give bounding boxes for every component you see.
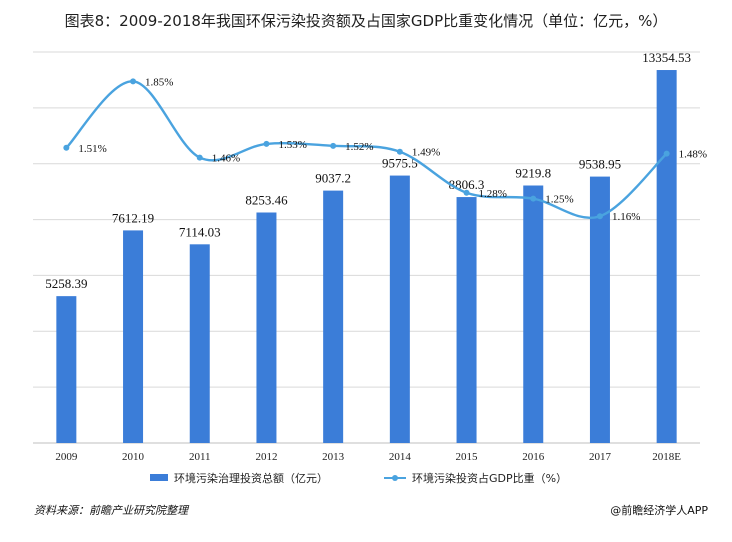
x-tick-2015: 2015	[456, 451, 479, 463]
line-label-2014: 1.49%	[412, 147, 440, 159]
legend: 环境污染治理投资总额（亿元） 环境污染投资占GDP比重（%）	[150, 471, 567, 485]
line-point-2011	[196, 154, 203, 161]
bar-label-2016: 9219.8	[515, 166, 551, 181]
x-tick-2011: 2011	[189, 451, 211, 463]
line-point-2015	[463, 189, 470, 196]
bar-2016	[523, 185, 544, 443]
bar-2015	[456, 197, 477, 443]
x-tick-2012: 2012	[255, 451, 277, 463]
bar-label-2014: 9575.5	[382, 156, 418, 171]
legend-bar-swatch	[150, 474, 168, 481]
line-point-2009	[63, 144, 70, 151]
line-label-2011: 1.46%	[212, 153, 240, 165]
x-tick-2009: 2009	[55, 451, 78, 463]
gdp-share-line	[65, 80, 668, 219]
x-tick-2014: 2014	[389, 451, 412, 463]
bar-label-2017: 9538.95	[579, 157, 621, 172]
chart-title: 图表8：2009-2018年我国环保污染投资额及占国家GDP比重变化情况（单位：…	[64, 12, 668, 30]
line-point-2013	[330, 142, 337, 149]
legend-line-label: 环境污染投资占GDP比重（%）	[412, 471, 567, 485]
line-label-2009: 1.51%	[78, 143, 106, 155]
line-point-2014	[396, 148, 403, 155]
line-layer: 1.51% 1.85% 1.46% 1.53% 1.52% 1.49% 1.28% 1.25%…	[63, 76, 707, 223]
line-label-2010: 1.85%	[145, 76, 173, 88]
x-tick-2013: 2013	[322, 451, 345, 463]
line-point-2016	[530, 195, 537, 202]
bar-2013	[323, 190, 344, 443]
bar-label-2012: 8253.46	[245, 192, 288, 207]
bar-label-2013: 9037.2	[315, 171, 351, 186]
line-point-2018E	[663, 150, 670, 157]
bar-label-2010: 7612.19	[112, 210, 154, 225]
bar-2010	[123, 230, 144, 443]
x-tick-2016: 2016	[522, 451, 545, 463]
line-point-2010	[130, 78, 137, 85]
bar-2009	[56, 296, 77, 443]
line-point-2012	[263, 140, 270, 147]
legend-line-dot	[392, 475, 398, 481]
bar-label-2011: 7114.03	[179, 224, 221, 239]
bar-2018E	[656, 70, 677, 444]
line-label-2017: 1.16%	[612, 211, 640, 223]
brand-credit: @前瞻经济学人APP	[610, 504, 708, 517]
legend-bar-label: 环境污染治理投资总额（亿元）	[174, 471, 328, 485]
bar-layer: 5258.39 7612.19 7114.03 8253.46 9037.2 9575.5…	[45, 50, 691, 444]
line-label-2015: 1.28%	[479, 188, 507, 200]
bar-2014	[389, 175, 410, 444]
line-label-2013: 1.52%	[345, 141, 373, 153]
bar-2012	[256, 212, 277, 443]
bar-label-2018E: 13354.53	[642, 50, 691, 65]
x-tick-2017: 2017	[589, 451, 612, 463]
line-label-2016: 1.25%	[545, 194, 573, 206]
line-label-2012: 1.53%	[278, 139, 306, 151]
bar-2017	[589, 176, 610, 443]
x-tick-layer: 2009 2010 2011 2012 2013 2014 2015 2016 2017 2018…	[55, 451, 681, 463]
line-point-2017	[596, 213, 603, 220]
bar-label-2009: 5258.39	[45, 276, 87, 291]
bar-2011	[189, 244, 210, 443]
source-note: 资料来源：前瞻产业研究院整理	[34, 504, 188, 517]
line-label-2018E: 1.48%	[679, 149, 707, 161]
x-tick-2018E: 2018E	[652, 451, 681, 463]
grid-layer	[33, 51, 700, 444]
x-tick-2010: 2010	[122, 451, 145, 463]
